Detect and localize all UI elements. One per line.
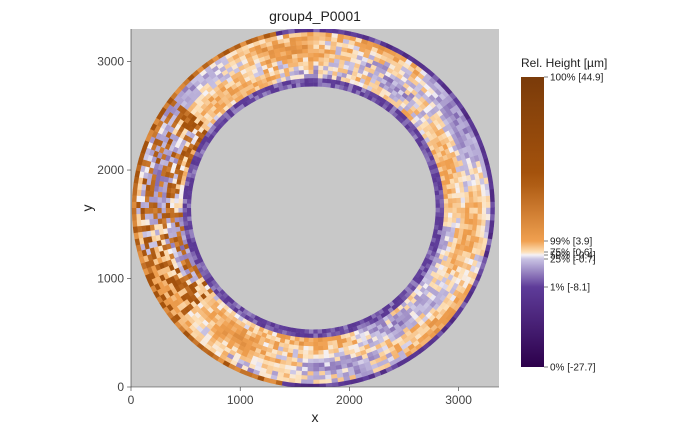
axes [130, 29, 499, 388]
colorbar-label: 99% [3.9] [550, 237, 592, 248]
y-tick-label: 2000 [97, 163, 124, 177]
x-tick-label: 3000 [445, 393, 472, 407]
colorbar-title: Rel. Height [µm] [521, 56, 607, 70]
colorbar-label: 50% [-0.4] [550, 251, 596, 262]
chart-title: group4_P0001 [269, 8, 361, 24]
colorbar-label: 25% [-0.7] [550, 255, 596, 266]
y-axis-label: y [79, 205, 95, 212]
y-tick-label: 3000 [97, 55, 124, 69]
x-tick-label: 2000 [336, 393, 363, 407]
y-tick-label: 0 [117, 380, 124, 394]
x-ticks: 0 1000 2000 3000 [128, 387, 472, 407]
colorbar-label: 0% [-27.7] [550, 363, 596, 374]
colorbar-labels: 0% [-27.7] 1% [-8.1] 25% [-0.7]50% [-0.4]7… [544, 73, 604, 374]
colorbar-label: 75% [0.6] [550, 248, 592, 259]
x-axis-label: x [312, 409, 319, 425]
y-ticks: 0 1000 2000 3000 [97, 55, 131, 394]
x-tick-label: 0 [128, 393, 135, 407]
y-tick-label: 1000 [97, 272, 124, 286]
x-tick-label: 1000 [227, 393, 254, 407]
height-map-ring [131, 29, 495, 387]
colorbar [521, 77, 544, 367]
colorbar-label: 1% [-8.1] [550, 283, 590, 294]
colorbar-label: 100% [44.9] [550, 73, 604, 84]
